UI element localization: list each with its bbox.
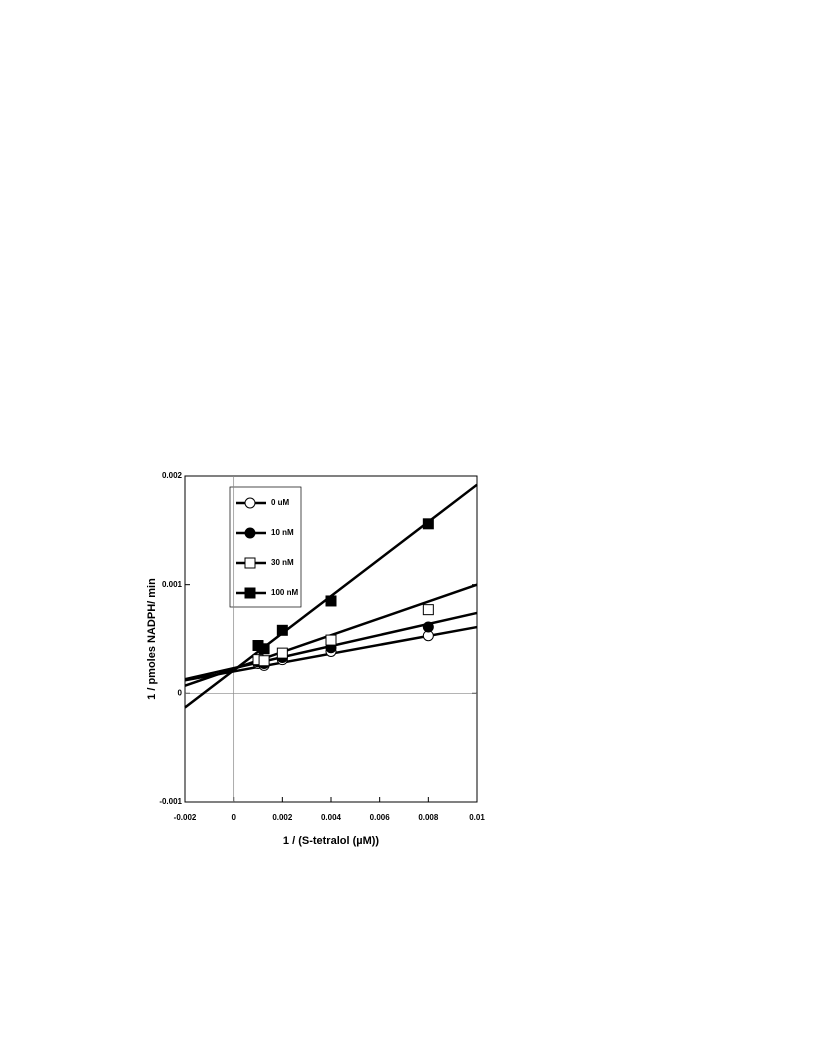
y-tick-label: -0.001 [159,797,182,806]
x-tick-label: 0.01 [469,813,485,822]
x-tick-label: -0.002 [174,813,197,822]
point [422,604,434,616]
point [325,595,337,607]
point [258,643,270,655]
legend-label: 10 nM [271,528,294,537]
point [276,624,288,636]
point [258,655,270,667]
x-tick-label: 0.002 [272,813,293,822]
y-axis-label: 1 / pmoles NADPH/ min [146,578,158,700]
legend-box [229,486,302,608]
point [422,518,434,530]
x-tick-label: 0.006 [370,813,391,822]
y-tick-label: 0.002 [162,471,183,480]
x-axis-label: 1 / (S-tetralol (µM)) [283,835,380,847]
x-tick-label: 0.008 [418,813,439,822]
legend-marker [244,527,256,539]
point [422,621,434,633]
x-tick-label: 0.004 [321,813,342,822]
y-tick-label: 0.001 [162,580,183,589]
x-tick-label: 0 [231,813,236,822]
point [325,634,337,646]
legend-marker [244,557,256,569]
legend-marker [244,497,256,509]
point [276,647,288,659]
legend-label: 100 nM [271,588,298,597]
legend-label: 0 uM [271,498,290,507]
legend-label: 30 nM [271,558,294,567]
legend-marker [244,587,256,599]
y-tick-label: 0 [178,688,183,697]
